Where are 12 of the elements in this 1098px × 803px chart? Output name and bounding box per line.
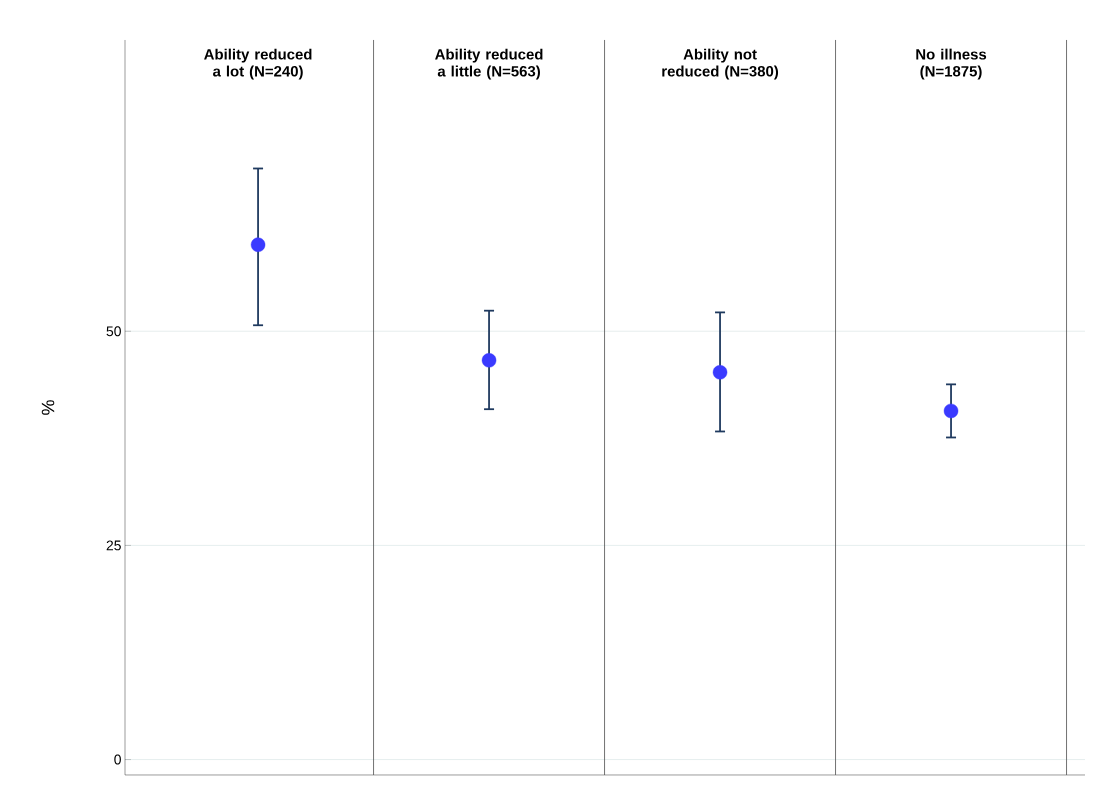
x-tick-label: Ability reduced a lot (N=240) <box>204 48 312 80</box>
y-axis-title: % <box>41 400 55 415</box>
x-tick-label: Ability not reduced (N=380) <box>662 48 779 80</box>
point <box>712 365 728 380</box>
x-tick-label: Ability reduced a little (N=563) <box>435 48 543 80</box>
point <box>943 403 959 419</box>
point <box>481 353 497 368</box>
x-tick-label: No illness (N=1875) <box>916 48 987 80</box>
y-tick-label: 25 <box>106 540 121 551</box>
y-tick-label: 50 <box>106 326 121 337</box>
y-tick-label: 0 <box>114 754 121 765</box>
point <box>250 237 266 252</box>
